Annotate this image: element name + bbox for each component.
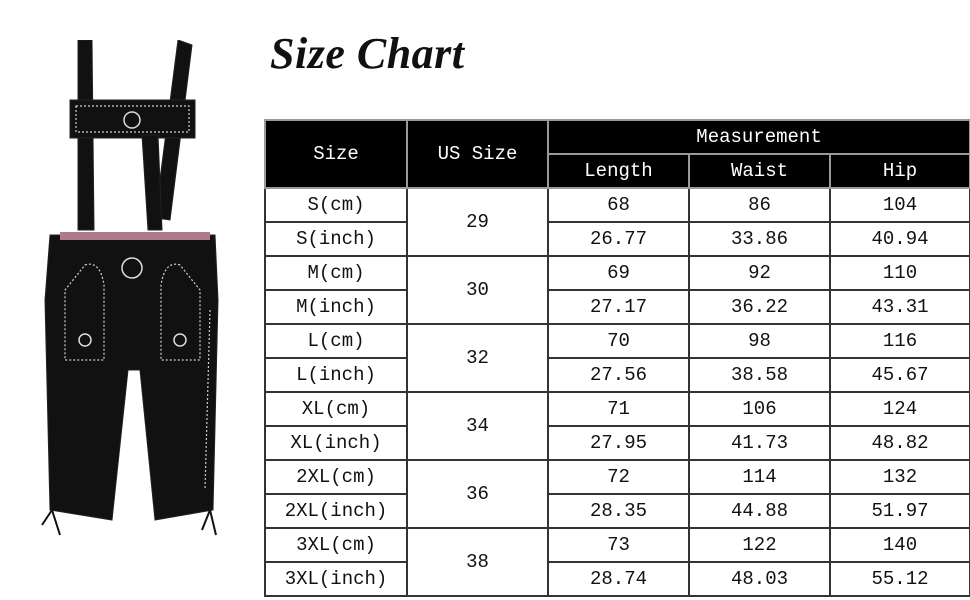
length-cell: 28.74 <box>547 561 690 597</box>
size-cell: S(cm) <box>264 187 408 223</box>
hip-cell: 140 <box>828 527 970 563</box>
hip-cell: 51.97 <box>828 493 970 529</box>
waist-cell: 114 <box>688 459 831 495</box>
us-size-cell: 36 <box>406 459 549 529</box>
size-cell: L(cm) <box>264 323 408 359</box>
us-size-cell: 30 <box>406 255 549 325</box>
hip-cell: 116 <box>828 323 970 359</box>
trousers <box>44 234 219 521</box>
waist-cell: 38.58 <box>688 357 831 393</box>
header-size: Size <box>264 119 408 189</box>
hip-cell: 132 <box>828 459 970 495</box>
header-measurement: Measurement <box>546 119 970 155</box>
table-row: M(inch) 27.17 36.22 43.31 <box>264 289 970 325</box>
length-cell: 27.95 <box>547 425 690 461</box>
us-size-cell: 32 <box>406 323 549 393</box>
length-cell: 72 <box>547 459 690 495</box>
waist-cell: 92 <box>688 255 831 291</box>
header-us-size: US Size <box>406 119 549 189</box>
hip-cell: 110 <box>828 255 970 291</box>
us-size-cell: 29 <box>406 187 549 257</box>
table-row: XL(inch) 27.95 41.73 48.82 <box>264 425 970 461</box>
table-row: L(cm) 32 70 98 116 <box>264 323 970 393</box>
table-row: L(inch) 27.56 38.58 45.67 <box>264 357 970 393</box>
size-cell: 3XL(cm) <box>264 527 408 563</box>
size-table: Size US Size Measurement Length Waist Hi… <box>264 119 970 597</box>
size-chart-title: Size Chart <box>270 29 465 78</box>
waist-cell: 106 <box>688 391 831 427</box>
length-cell: 27.17 <box>547 289 690 325</box>
header-hip: Hip <box>828 153 970 189</box>
size-cell: M(inch) <box>264 289 408 325</box>
table-row: XL(cm) 34 71 106 124 <box>264 391 970 461</box>
table-row: M(cm) 30 69 92 110 <box>264 255 970 325</box>
lederhosen-product-image <box>41 40 219 536</box>
waist-cell: 33.86 <box>688 221 831 257</box>
table-row: 3XL(cm) 38 73 122 140 <box>264 527 970 597</box>
header-waist: Waist <box>688 153 831 189</box>
length-cell: 27.56 <box>547 357 690 393</box>
length-cell: 73 <box>547 527 690 563</box>
header-length: Length <box>547 153 690 189</box>
us-size-cell: 34 <box>406 391 549 461</box>
size-cell: L(inch) <box>264 357 408 393</box>
hip-cell: 124 <box>828 391 970 427</box>
length-cell: 26.77 <box>547 221 690 257</box>
waist-cell: 44.88 <box>688 493 831 529</box>
us-size-cell: 38 <box>406 527 549 597</box>
size-cell: S(inch) <box>264 221 408 257</box>
length-cell: 68 <box>547 187 690 223</box>
hip-cell: 43.31 <box>828 289 970 325</box>
length-cell: 70 <box>547 323 690 359</box>
size-cell: 3XL(inch) <box>264 561 408 597</box>
hip-cell: 48.82 <box>828 425 970 461</box>
hip-cell: 104 <box>828 187 970 223</box>
waist-cell: 48.03 <box>688 561 831 597</box>
table-row: S(cm) 29 68 86 104 <box>264 187 970 257</box>
size-cell: XL(inch) <box>264 425 408 461</box>
size-cell: XL(cm) <box>264 391 408 427</box>
length-cell: 69 <box>547 255 690 291</box>
hip-cell: 45.67 <box>828 357 970 393</box>
length-cell: 71 <box>547 391 690 427</box>
size-cell: 2XL(inch) <box>264 493 408 529</box>
hip-cell: 40.94 <box>828 221 970 257</box>
size-cell: M(cm) <box>264 255 408 291</box>
length-cell: 28.35 <box>547 493 690 529</box>
waist-cell: 36.22 <box>688 289 831 325</box>
hip-cell: 55.12 <box>828 561 970 597</box>
waist-cell: 86 <box>688 187 831 223</box>
table-row: 3XL(inch) 28.74 48.03 55.12 <box>264 561 970 597</box>
waist-cell: 41.73 <box>688 425 831 461</box>
table-row: 2XL(cm) 36 72 114 132 <box>264 459 970 529</box>
table-row: 2XL(inch) 28.35 44.88 51.97 <box>264 493 970 529</box>
waist-cell: 98 <box>688 323 831 359</box>
size-cell: 2XL(cm) <box>264 459 408 495</box>
table-row: S(inch) 26.77 33.86 40.94 <box>264 221 970 257</box>
waist-cell: 122 <box>688 527 831 563</box>
